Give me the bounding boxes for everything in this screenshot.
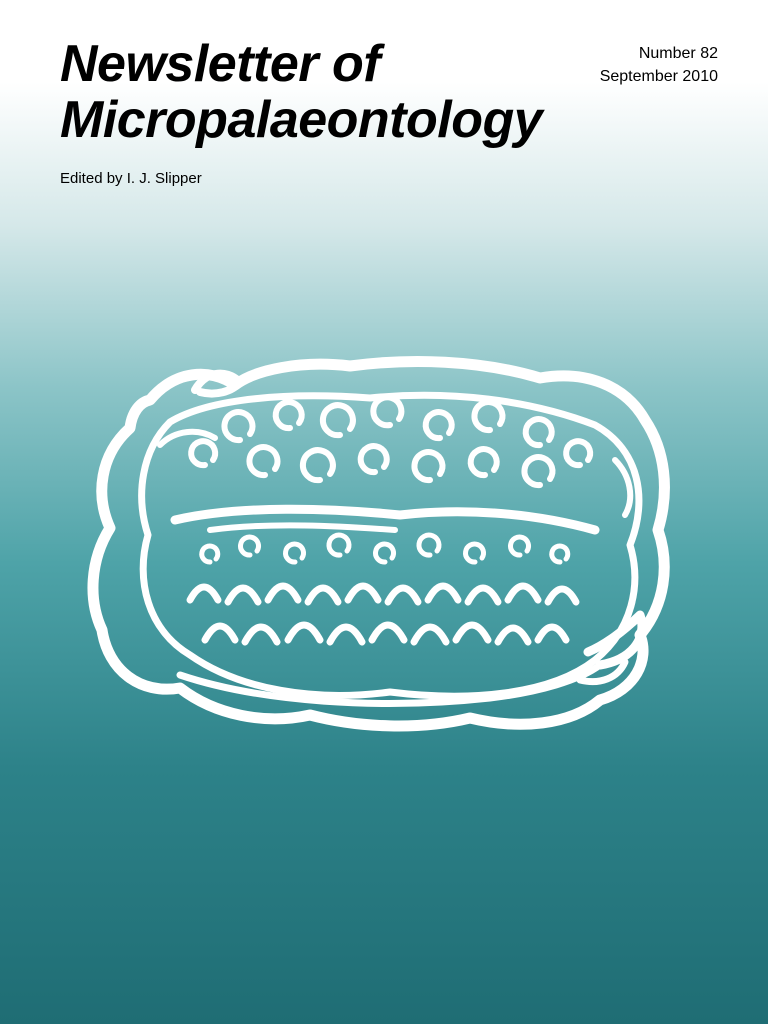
issue-info: Number 82 September 2010 <box>600 42 718 88</box>
title-line-1: Newsletter of <box>60 35 380 93</box>
issue-date: September 2010 <box>600 65 718 88</box>
editor-line: Edited by I. J. Slipper <box>60 170 202 187</box>
ostracod-illustration <box>40 330 728 750</box>
title-line-2: Micropalaeontology <box>60 91 542 149</box>
title-block: Newsletter of Micropalaeontology <box>60 36 542 148</box>
issue-number: Number 82 <box>600 42 718 65</box>
